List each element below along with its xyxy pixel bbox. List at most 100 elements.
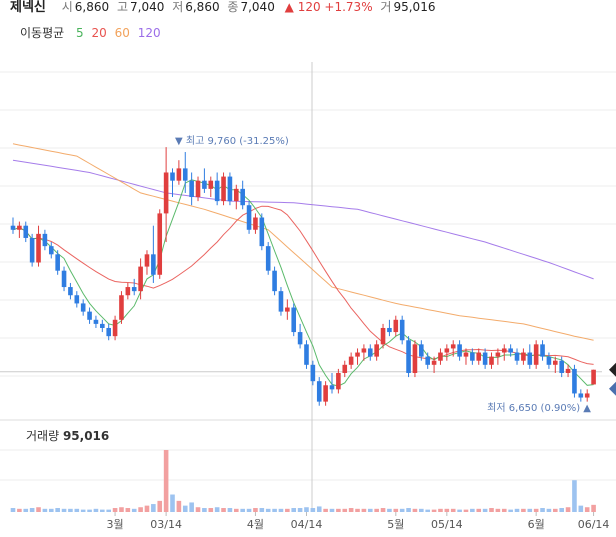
candle — [533, 340, 539, 369]
candle-body — [527, 352, 533, 365]
candle-body — [533, 344, 539, 365]
candle — [495, 348, 501, 365]
candle-body — [10, 225, 16, 230]
candle — [195, 176, 201, 202]
ma-20-label: 20 — [91, 26, 107, 40]
volume-bar — [87, 509, 92, 512]
max-price-annotation: ▼ 최고 9,760 (-31.25%) — [175, 135, 289, 147]
candle — [202, 168, 207, 193]
volume-bar — [336, 508, 341, 512]
candle-body — [329, 385, 335, 390]
volume-bar — [144, 505, 150, 512]
volume-bar — [80, 509, 86, 512]
volume-bar — [36, 507, 41, 512]
candle-body — [55, 254, 60, 271]
stock-name: 제넥신 — [10, 0, 46, 15]
ma-5-line — [12, 179, 594, 387]
volume-bar — [572, 480, 577, 512]
volume-bar — [367, 508, 373, 512]
candle-body — [131, 287, 137, 292]
candle — [227, 172, 233, 206]
volume-bar — [591, 504, 596, 512]
candle-body — [387, 327, 392, 333]
x-tick-label: 6월 — [528, 518, 545, 531]
candle-body — [444, 348, 450, 353]
low-value: 6,860 — [185, 0, 220, 14]
volume-bar — [476, 508, 482, 512]
volume-bar — [10, 508, 16, 512]
candle — [482, 348, 488, 369]
volume-bar — [495, 508, 501, 512]
volume-bar — [17, 508, 22, 512]
candle — [374, 340, 379, 361]
candle-body — [176, 168, 182, 181]
volume-panel-value: 95,016 — [62, 429, 110, 443]
candle-body — [406, 340, 411, 373]
candle — [55, 250, 60, 275]
candle — [163, 147, 169, 243]
moving-average-legend[interactable]: 이동평균 5 20 60 120 — [20, 24, 161, 41]
candle — [272, 266, 277, 296]
volume-bar — [323, 508, 328, 512]
candle-body — [68, 287, 73, 296]
volume-bar — [514, 508, 520, 512]
candle-body — [195, 180, 201, 198]
candle-body — [240, 188, 245, 206]
volume-bar — [540, 508, 545, 512]
candle — [527, 344, 533, 369]
volume-bar — [374, 508, 379, 512]
volume-bar — [278, 508, 284, 512]
candle — [501, 344, 507, 361]
candle — [278, 287, 284, 316]
candle — [42, 229, 48, 251]
candle-body — [278, 291, 284, 312]
price-marker-icon — [609, 362, 616, 377]
candle — [48, 242, 54, 259]
candle — [131, 278, 137, 296]
candle — [291, 303, 297, 337]
x-tick-label: 3월 — [107, 518, 124, 531]
volume-bar — [182, 505, 188, 512]
x-tick-label: 05/14 — [431, 518, 463, 531]
candle-body — [189, 180, 194, 198]
candle — [304, 340, 309, 369]
candle — [221, 172, 226, 206]
candle — [553, 356, 558, 373]
volume-bar — [393, 508, 399, 512]
open-value: 6,860 — [74, 0, 110, 14]
candle-body — [272, 270, 277, 292]
volume-bar — [553, 508, 558, 512]
volume-bar — [425, 509, 430, 512]
candle-body — [361, 348, 367, 353]
candle-body — [578, 393, 584, 398]
volume-bar — [361, 508, 367, 512]
volume-bar — [291, 508, 297, 512]
candle — [393, 315, 399, 337]
candle — [259, 213, 265, 251]
volume-bar — [195, 507, 201, 512]
candle-body — [501, 348, 507, 353]
candle-body — [42, 233, 48, 247]
volume-bar — [348, 508, 354, 512]
candle-body — [100, 323, 105, 328]
volume-bar — [170, 494, 175, 512]
candle — [457, 340, 462, 361]
candle-body — [463, 352, 469, 357]
candle-body — [476, 352, 482, 361]
volume-bar — [584, 507, 590, 512]
candle-body — [546, 356, 552, 365]
x-tick-label: 4월 — [247, 518, 264, 531]
candle-body — [482, 352, 488, 365]
candle — [546, 352, 552, 369]
candle — [367, 344, 373, 361]
ma-60-line — [12, 143, 594, 341]
close-value: 7,040 — [240, 0, 275, 14]
candle-body — [246, 205, 252, 230]
candle — [514, 348, 520, 365]
candle-body — [214, 180, 220, 202]
volume-bar — [508, 509, 513, 512]
candle-body — [521, 352, 526, 361]
volume-bar — [470, 508, 475, 512]
volume-bar — [259, 508, 265, 512]
